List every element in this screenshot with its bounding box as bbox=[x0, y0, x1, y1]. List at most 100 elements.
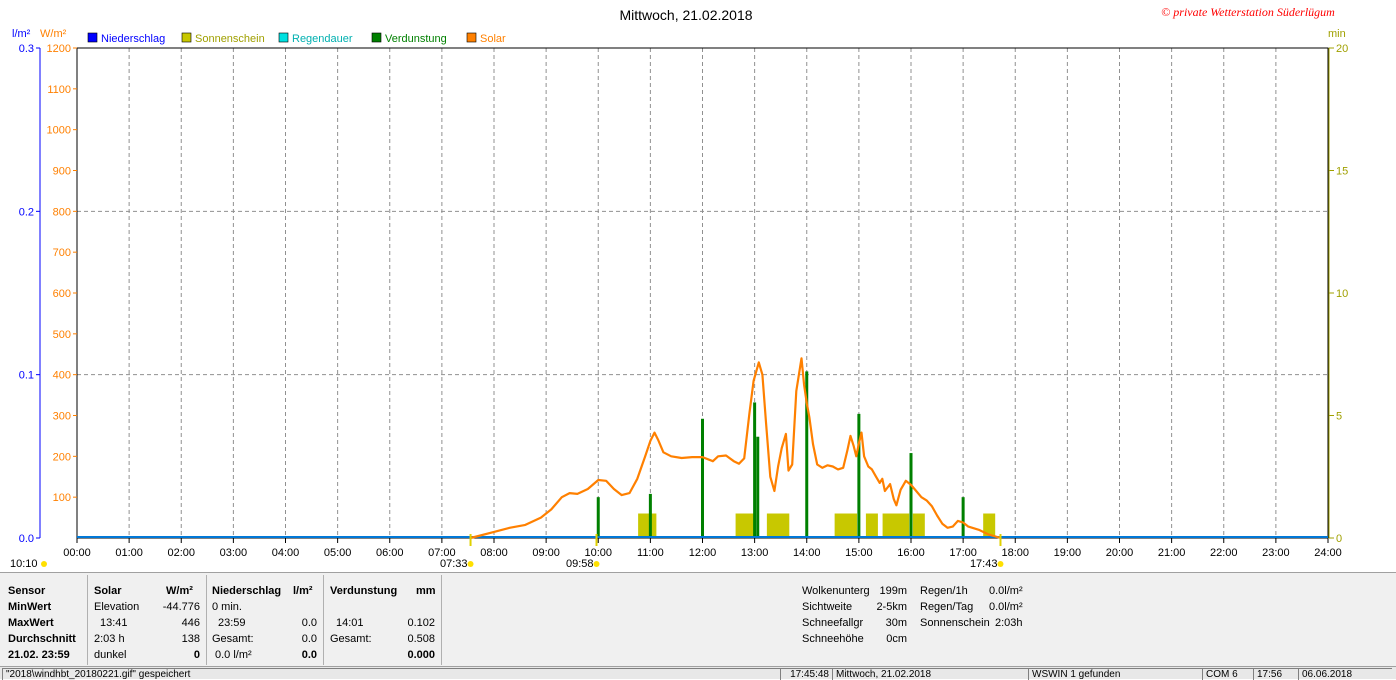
solar-tick-label: 1200 bbox=[47, 43, 71, 55]
legend-swatch bbox=[181, 32, 192, 43]
rain-summary-label: Sonnenschein bbox=[920, 617, 990, 629]
sunshine-bar bbox=[766, 513, 779, 538]
stats-divider bbox=[206, 575, 207, 665]
weather-label: Schneehöhe bbox=[802, 633, 864, 645]
status-time: 17:45:48 bbox=[780, 668, 832, 680]
chart-lines bbox=[77, 357, 1328, 540]
evaporation-bar bbox=[909, 453, 913, 538]
evaporation-bar bbox=[596, 497, 600, 538]
noon-label: 09:58 bbox=[566, 558, 594, 570]
rain-summary-value: 2:03h bbox=[995, 617, 1023, 629]
evap-total-label: Gesamt: bbox=[330, 633, 372, 645]
solar-tick-label: 800 bbox=[53, 206, 71, 218]
weather-value: 30m bbox=[885, 617, 907, 629]
sunrise-label: 07:33 bbox=[440, 558, 468, 570]
chart-grid bbox=[77, 48, 1328, 538]
x-tick-label: 14:00 bbox=[793, 547, 821, 559]
legend-label: Niederschlag bbox=[101, 33, 165, 45]
sun-marker bbox=[593, 561, 600, 567]
rain-summary-value: 0.0l/m² bbox=[989, 601, 1023, 613]
x-tick-label: 09:00 bbox=[532, 547, 560, 559]
minutes-tick-label: 0 bbox=[1336, 533, 1342, 545]
evaporation-bar bbox=[701, 418, 704, 538]
rain-summary-label: Regen/1h bbox=[920, 585, 968, 597]
x-tick-label: 23:00 bbox=[1262, 547, 1290, 559]
rain-tick-label: 0.1 bbox=[19, 370, 34, 382]
solar-dark-value: 0 bbox=[193, 649, 200, 661]
sun-marker bbox=[467, 561, 474, 567]
x-tick-label: 11:00 bbox=[637, 547, 664, 559]
minutes-tick-label: 5 bbox=[1336, 411, 1342, 423]
minutes-unit-label: min bbox=[1328, 28, 1346, 40]
rain-min-label: 0 min. bbox=[212, 601, 242, 613]
sunshine-bar bbox=[912, 513, 925, 538]
sunshine-bar bbox=[983, 513, 996, 538]
evaporation-bar bbox=[756, 436, 760, 538]
status-com: COM 6 bbox=[1202, 668, 1254, 680]
solar-unit-label: W/m² bbox=[40, 28, 67, 40]
minutes-tick-label: 20 bbox=[1336, 43, 1348, 55]
evaporation-bar bbox=[805, 371, 809, 538]
weather-label: Wolkenunterg bbox=[802, 585, 870, 597]
x-tick-label: 01:00 bbox=[115, 547, 143, 559]
copyright-text: © private Wetterstation Süderlügum bbox=[1161, 5, 1335, 19]
x-tick-label: 03:00 bbox=[220, 547, 248, 559]
stats-solar-unit: W/m² bbox=[166, 585, 193, 597]
left-time-label: 10:10 bbox=[10, 558, 38, 570]
x-tick-label: 21:00 bbox=[1158, 547, 1186, 559]
solar-tick-label: 1000 bbox=[47, 125, 71, 137]
sunshine-bar bbox=[834, 513, 847, 538]
solar-max-time: 13:41 bbox=[100, 617, 128, 629]
weather-value: 0cm bbox=[886, 633, 907, 645]
legend-swatch bbox=[278, 32, 289, 43]
stats-label-date: 21.02. 23:59 bbox=[8, 649, 70, 661]
x-tick-label: 13:00 bbox=[741, 547, 769, 559]
stats-label-min: MinWert bbox=[8, 601, 52, 613]
stats-evap-unit: mm bbox=[416, 585, 436, 597]
stats-label-max: MaxWert bbox=[8, 617, 54, 629]
status-time2: 17:56 bbox=[1253, 668, 1299, 680]
stats-sensor-header: Sensor bbox=[8, 585, 46, 597]
x-tick-label: 12:00 bbox=[689, 547, 717, 559]
rain-total-value: 0.0 bbox=[301, 633, 317, 645]
x-tick-label: 10:00 bbox=[584, 547, 612, 559]
x-tick-label: 05:00 bbox=[324, 547, 352, 559]
x-tick-label: 08:00 bbox=[480, 547, 508, 559]
rain-max-value: 0.0 bbox=[301, 617, 317, 629]
legend-label: Regendauer bbox=[292, 33, 353, 45]
legend-swatch bbox=[371, 32, 382, 43]
weather-label: Sichtweite bbox=[802, 601, 853, 613]
rain-summary-value: 0.0l/m² bbox=[989, 585, 1023, 597]
solar-tick-label: 500 bbox=[53, 329, 71, 341]
rain-max-time: 23:59 bbox=[218, 617, 246, 629]
legend-label: Verdunstung bbox=[385, 33, 447, 45]
x-tick-label: 04:00 bbox=[272, 547, 300, 559]
rain-summary-label: Regen/Tag bbox=[920, 601, 974, 613]
x-tick-label: 06:00 bbox=[376, 547, 404, 559]
evap-max-value: 0.102 bbox=[407, 617, 435, 629]
sun-marker bbox=[41, 561, 47, 567]
evaporation-bar bbox=[648, 493, 652, 538]
legend-swatch bbox=[466, 32, 477, 43]
x-tick-label: 07:00 bbox=[428, 547, 456, 559]
sunshine-bar bbox=[845, 513, 858, 538]
sunshine-bar bbox=[897, 513, 910, 538]
chart-title: Mittwoch, 21.02.2018 bbox=[619, 7, 752, 23]
stats-solar-header: Solar bbox=[94, 585, 122, 597]
x-tick-label: 22:00 bbox=[1210, 547, 1238, 559]
rain-daily-bold: 0.0 bbox=[301, 649, 317, 661]
solar-avg-value: 138 bbox=[181, 633, 200, 645]
weather-value: 2-5km bbox=[876, 601, 907, 613]
evap-daily-bold: 0.000 bbox=[407, 649, 435, 661]
minutes-tick-label: 15 bbox=[1336, 166, 1348, 178]
solar-elevation-label: Elevation bbox=[94, 601, 140, 613]
stats-rain-unit: l/m² bbox=[293, 585, 313, 597]
sunshine-bar bbox=[743, 513, 756, 538]
solar-tick-label: 1100 bbox=[47, 84, 71, 96]
rain-tick-label: 0.2 bbox=[19, 206, 34, 218]
day-markers: 10:10 07:33 09:58 17:43 bbox=[10, 534, 1004, 570]
evaporation-bar bbox=[857, 413, 861, 538]
x-tick-label: 02:00 bbox=[167, 547, 195, 559]
minutes-tick-label: 10 bbox=[1336, 288, 1348, 300]
chart-axes: 00:00 01:00 02:00 03:00 04:00 05:00 06:00 07:00… bbox=[19, 43, 1349, 559]
